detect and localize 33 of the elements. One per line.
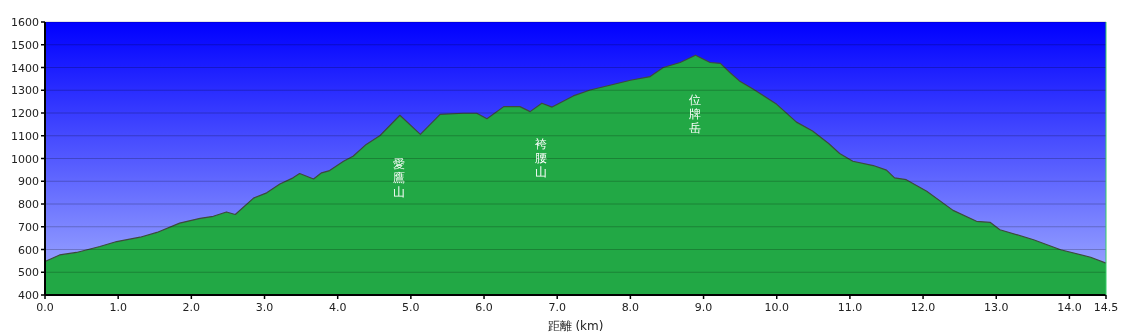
- x-tick-label: 2.0: [182, 301, 201, 314]
- y-tick-label: 1200: [11, 107, 39, 120]
- y-tick-label: 700: [18, 220, 39, 234]
- x-tick-label: 9.0: [694, 301, 713, 314]
- x-tick-label: 13.0: [983, 301, 1009, 314]
- x-tick-label: 11.0: [837, 301, 863, 314]
- x-axis-title: 距離 (km): [547, 319, 604, 333]
- y-tick-label: 1500: [11, 38, 39, 52]
- x-tick-label: 0.0: [36, 301, 54, 314]
- x-tick-label: 10.0: [764, 301, 789, 314]
- x-tick-label: 8.0: [621, 301, 640, 314]
- y-tick-label: 800: [18, 198, 39, 211]
- y-tick-label: 900: [18, 175, 39, 189]
- x-tick-label: 14.0: [1057, 301, 1082, 314]
- x-tick-label: 4.0: [328, 301, 347, 314]
- y-tick-label: 1000: [11, 152, 39, 166]
- y-tick-label: 1400: [11, 61, 39, 75]
- x-tick-label: 6.0: [475, 301, 493, 314]
- annotation: 袴腰山: [535, 137, 547, 179]
- x-tick-label: 3.0: [255, 301, 274, 314]
- x-tick-label: 14.5: [1093, 301, 1119, 314]
- x-tick-label: 12.0: [910, 301, 936, 314]
- annotation: 愛鷹山: [393, 157, 405, 199]
- x-tick-label: 1.0: [109, 301, 127, 314]
- x-tick-label: 5.0: [402, 301, 420, 314]
- y-tick-label: 1100: [11, 129, 39, 143]
- y-tick-label: 1600: [11, 16, 39, 29]
- y-tick-label: 1300: [11, 84, 39, 98]
- annotation: 位牌岳: [689, 93, 701, 135]
- y-tick-label: 600: [18, 243, 39, 257]
- y-tick-label: 400: [18, 289, 39, 302]
- x-tick-label: 7.0: [548, 301, 566, 314]
- y-tick-label: 500: [18, 266, 39, 280]
